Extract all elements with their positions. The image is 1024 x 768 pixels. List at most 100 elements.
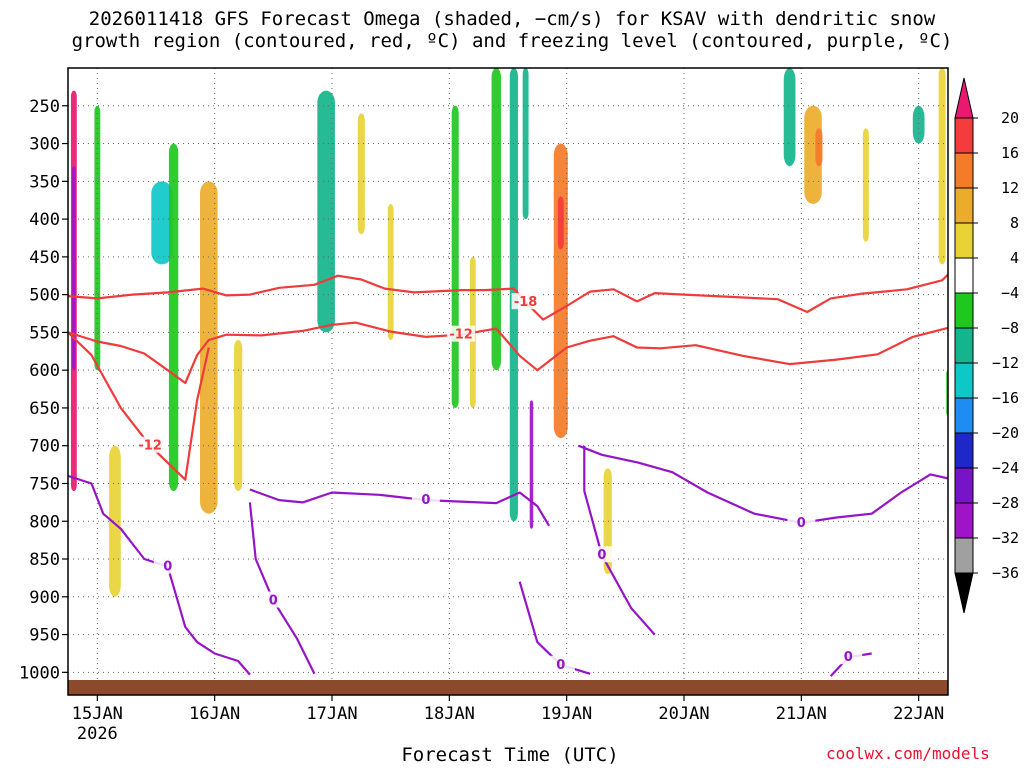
purple-contour-label-bg <box>153 557 182 574</box>
x-tick-label: 19JAN <box>541 704 592 724</box>
colorbar-swatch <box>954 397 974 434</box>
x-tick-label: 17JAN <box>306 704 357 724</box>
colorbar-swatch <box>954 257 974 294</box>
purple-contour-label: 0 <box>597 548 606 563</box>
omega-blob <box>529 400 534 529</box>
colorbar-swatch <box>954 117 974 154</box>
omega-blob <box>451 105 459 408</box>
purple-contour-line <box>518 581 591 675</box>
purple-contour-label: 0 <box>163 560 172 575</box>
purple-contour-label: 0 <box>269 594 278 609</box>
y-tick-label: 300 <box>29 135 60 155</box>
omega-blob <box>938 68 946 265</box>
y-tick-label: 650 <box>29 399 60 419</box>
title-line-1: 2026011418 GFS Forecast Omega (shaded, −… <box>88 8 936 30</box>
colorbar-swatch <box>954 222 974 259</box>
omega-blob <box>557 196 564 250</box>
grid-lines <box>68 68 948 695</box>
y-tick-label: 850 <box>29 550 60 570</box>
colorbar-label: −12 <box>992 354 1019 372</box>
y-tick-label: 450 <box>29 248 60 268</box>
colorbar-label: −8 <box>1001 319 1019 337</box>
purple-contour-label: 0 <box>844 650 853 665</box>
x-tick-label: 16JAN <box>189 704 240 724</box>
y-tick-label: 800 <box>29 512 60 532</box>
title-line-2: growth region (contoured, red, ºC) and f… <box>71 30 953 52</box>
y-tick-label: 550 <box>29 323 60 343</box>
red-contour-label-bg <box>136 436 165 453</box>
terrain-ground <box>68 680 948 695</box>
omega-blob <box>357 113 365 235</box>
y-tick-label: 1000 <box>19 663 60 683</box>
omega-blob <box>168 143 179 492</box>
omega-blob <box>72 166 76 371</box>
y-tick-label: 600 <box>29 361 60 381</box>
chart-title: 2026011418 GFS Forecast Omega (shaded, −… <box>0 8 1024 52</box>
purple-contour-label-bg <box>411 491 440 508</box>
y-axis: 250 300 350 400 450 500 550 600 650 700 750 800 850 9… <box>19 97 68 683</box>
omega-shading <box>70 68 948 597</box>
omega-blob <box>491 68 501 371</box>
purple-contour-label-bg <box>546 655 575 672</box>
omega-blob <box>151 181 173 265</box>
y-tick-label: 700 <box>29 437 60 457</box>
colorbar: 20 16 12 8 4 −4 −8 −12 −16 −20 −24 −28 −32 −36 <box>954 77 1019 614</box>
contours: -18 -12 -12 0 0 0 0 0 0 0 <box>68 273 948 677</box>
y-tick-label: 950 <box>29 626 60 646</box>
x-tick-label: 18JAN <box>424 704 475 724</box>
red-contour-label: -12 <box>449 328 473 343</box>
y-tick-label: 350 <box>29 172 60 192</box>
watermark: coolwx.com/models <box>826 744 990 763</box>
colorbar-label: −20 <box>992 424 1019 442</box>
x-axis: 15JAN 16JAN 17JAN 18JAN 19JAN 20JAN 21JAN 22JAN… <box>72 695 944 744</box>
omega-blob <box>109 445 121 597</box>
omega-blob <box>94 105 101 371</box>
omega-blob <box>553 143 568 439</box>
colorbar-label: 8 <box>1010 214 1019 232</box>
omega-blob <box>783 68 796 167</box>
omega-blob <box>387 203 394 340</box>
colorbar-swatch <box>954 362 974 399</box>
purple-contour-label-bg <box>259 591 288 608</box>
omega-blob <box>815 128 823 167</box>
colorbar-swatch <box>954 327 974 364</box>
omega-blob <box>522 68 529 220</box>
omega-blob <box>862 128 869 242</box>
colorbar-label: −28 <box>992 494 1019 512</box>
colorbar-bottom-arrow <box>954 572 974 614</box>
y-tick-label: 250 <box>29 97 60 117</box>
purple-contour-label-bg <box>787 513 816 530</box>
x-year-label: 2026 <box>77 724 118 744</box>
colorbar-label: 16 <box>1001 144 1019 162</box>
omega-blob <box>234 339 243 492</box>
colorbar-swatch <box>954 152 974 189</box>
red-contour-label-bg <box>511 293 540 310</box>
colorbar-swatch <box>954 537 974 574</box>
colorbar-swatch <box>954 292 974 329</box>
colorbar-swatch <box>954 187 974 224</box>
purple-contour-line <box>578 444 948 524</box>
plot-frame <box>67 67 949 696</box>
x-tick-label: 21JAN <box>776 704 827 724</box>
y-tick-label: 750 <box>29 474 60 494</box>
omega-blob <box>317 90 335 333</box>
omega-blob <box>912 105 925 144</box>
x-tick-label: 22JAN <box>893 704 944 724</box>
colorbar-label: 20 <box>1001 109 1019 127</box>
x-axis-title: Forecast Time (UTC) <box>401 744 619 766</box>
purple-contour-label: 0 <box>797 516 806 531</box>
colorbar-swatch <box>954 432 974 469</box>
colorbar-swatch <box>954 467 974 504</box>
y-tick-label: 500 <box>29 286 60 306</box>
purple-contour-label-bg <box>834 648 863 665</box>
red-contour-label: -12 <box>138 439 162 454</box>
colorbar-label: −36 <box>992 564 1019 582</box>
purple-contour-label: 0 <box>421 493 430 508</box>
red-contour-label-bg <box>447 325 476 342</box>
colorbar-label: −4 <box>1001 284 1019 302</box>
red-contour-label: -18 <box>514 295 538 310</box>
colorbar-label: 4 <box>1010 249 1019 267</box>
colorbar-label: −32 <box>992 529 1019 547</box>
purple-contour-label: 0 <box>556 658 565 673</box>
